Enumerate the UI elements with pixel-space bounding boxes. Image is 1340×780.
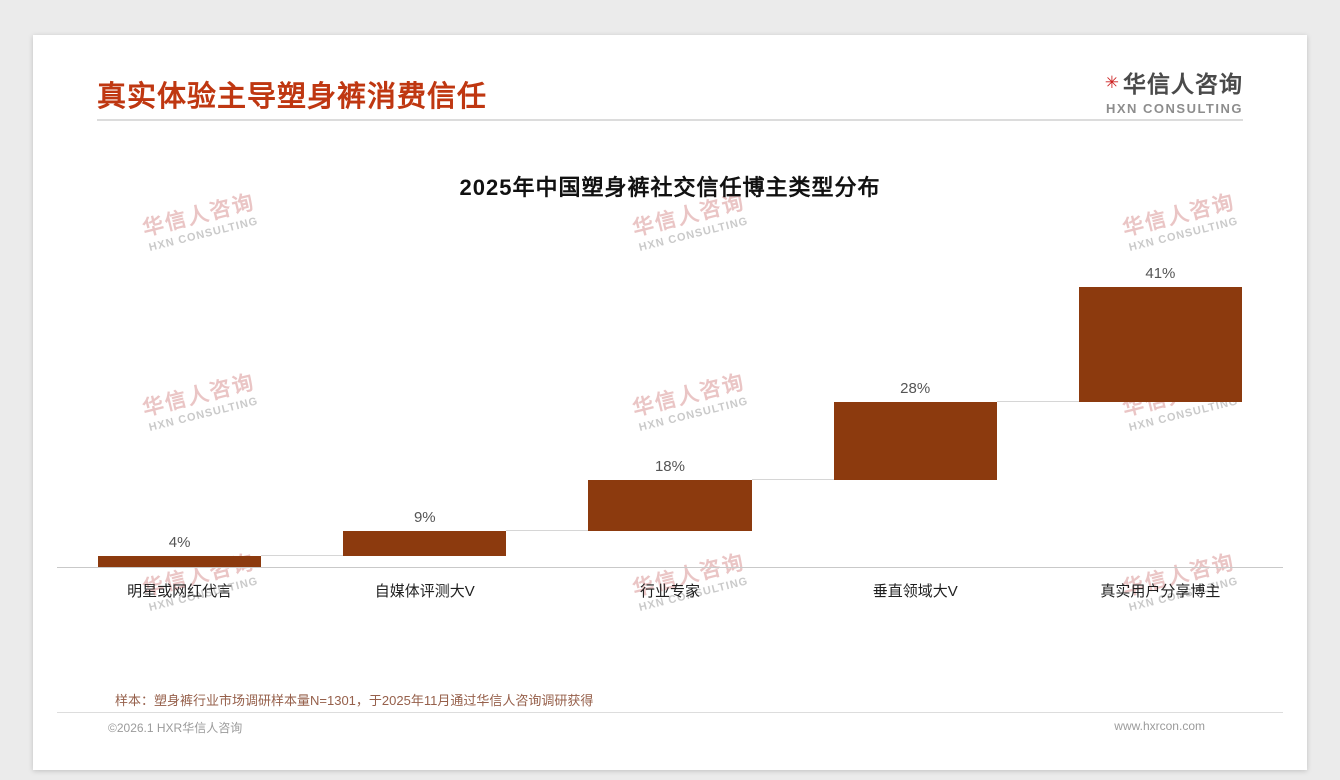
sample-note: 样本：塑身裤行业市场调研样本量N=1301，于2025年11月通过华信人咨询调研… [115,693,594,708]
bar-value-label: 18% [654,458,685,476]
category-label: 自媒体评测大V [374,583,475,600]
website-url: www.hxrcon.com [1114,719,1205,733]
footer: ©2026.1 HXR华信人咨询 www.hxrcon.com [108,719,1205,736]
waterfall-bar [588,480,752,531]
bar-value-label: 9% [413,508,436,526]
brand-mark-icon: ✳ [1104,72,1119,92]
category-label: 垂直领域大V [872,583,958,600]
category-axis: 明星或网红代言 自媒体评测大V 行业专家 垂直领域大V 真实用户分享博主 [57,580,1283,601]
chart-title: 2025年中国塑身裤社交信任博主类型分布 [459,175,881,200]
copyright: ©2026.1 HXR华信人咨询 [108,721,243,735]
footer-divider [57,712,1283,713]
page-title: 真实体验主导塑身裤消费信任 [97,81,488,113]
slide: 华信人咨询 HXN CONSULTING 华信人咨询 HXN CONSULTING 华信… [33,35,1307,770]
bar-value-label: 41% [1145,265,1176,282]
header-divider [97,119,1243,121]
watermark-text-en: HXN CONSULTING [1127,215,1240,254]
step-connector [996,400,1079,402]
bar-value-label: 4% [168,533,191,551]
waterfall-bar [1078,287,1242,402]
plot-area: 4% 9% 18% 28% 41% [57,265,1283,568]
bar-value-label: 28% [900,379,931,397]
category-label: 真实用户分享博主 [1100,583,1221,600]
step-connector [751,479,834,481]
category-label: 行业专家 [640,583,701,600]
category-label: 明星或网红代言 [127,583,233,600]
brand-logo: ✳ 华信人咨询 HXN CONSULTING [1105,65,1243,116]
brand-name-en: HXN CONSULTING [1105,101,1243,116]
waterfall-bar [343,530,507,556]
step-connector [506,529,589,531]
watermark-text-en: HXN CONSULTING [147,215,260,254]
waterfall-bar [833,401,997,481]
brand-name-zh: 华信人咨询 [1123,71,1243,97]
step-connector [261,554,344,556]
watermark-text-en: HXN CONSULTING [637,215,750,254]
waterfall-bar [98,555,262,567]
